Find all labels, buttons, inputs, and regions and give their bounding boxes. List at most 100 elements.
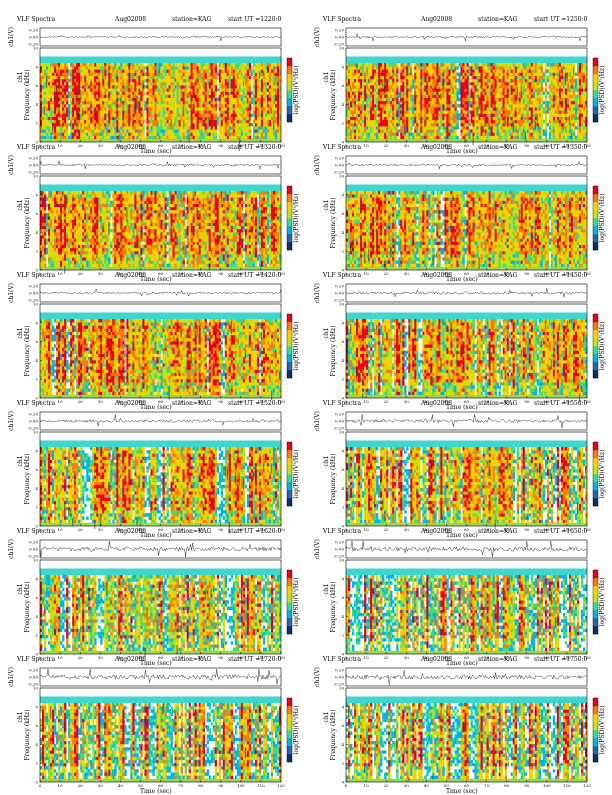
time-column	[76, 447, 78, 523]
time-column	[221, 703, 223, 770]
time-column	[269, 319, 271, 395]
time-column	[58, 191, 60, 267]
time-column	[450, 63, 452, 139]
time-column	[537, 575, 539, 651]
time-column	[104, 319, 106, 395]
time-column	[527, 447, 529, 523]
time-column	[259, 63, 261, 139]
time-column	[477, 319, 479, 395]
time-column	[96, 447, 98, 523]
time-column	[523, 191, 525, 267]
time-column	[358, 191, 360, 267]
time-column	[227, 191, 229, 267]
time-column	[561, 447, 563, 523]
time-column	[62, 191, 64, 267]
time-column	[531, 63, 533, 139]
time-column	[215, 703, 217, 779]
time-column	[418, 703, 420, 779]
waveform-tick-label: 0.00	[29, 675, 38, 680]
time-column	[197, 63, 199, 139]
time-column	[183, 319, 185, 395]
time-column	[531, 191, 533, 267]
time-column	[559, 63, 561, 139]
y-tick-label: 10	[339, 46, 345, 51]
time-column	[106, 575, 108, 651]
time-column	[156, 191, 158, 267]
colorbar-swatch	[287, 90, 292, 98]
high-frequency-band	[40, 568, 281, 575]
time-column	[483, 575, 485, 651]
time-column	[551, 191, 553, 267]
time-column	[72, 63, 74, 139]
time-column	[356, 63, 358, 139]
time-column	[175, 447, 177, 523]
channel-label: ch1	[323, 327, 330, 338]
time-column	[513, 703, 515, 779]
y-tick-label: 4	[35, 614, 38, 619]
colorbar-swatch	[593, 618, 598, 626]
time-column	[201, 63, 203, 139]
time-column	[462, 319, 464, 395]
time-column	[72, 703, 74, 779]
time-column	[144, 703, 146, 779]
time-column	[446, 703, 448, 779]
time-column	[519, 575, 521, 651]
time-column	[120, 575, 122, 651]
time-column	[215, 447, 217, 523]
time-column	[356, 191, 358, 267]
colorbar-swatch	[287, 610, 292, 618]
time-column	[66, 575, 68, 651]
time-column	[557, 447, 559, 523]
time-column	[390, 63, 392, 139]
time-column	[88, 322, 90, 392]
time-column	[225, 703, 227, 779]
time-column	[86, 319, 88, 395]
time-column	[179, 63, 181, 139]
high-frequency-band	[40, 56, 281, 63]
time-column	[541, 575, 543, 651]
time-column	[72, 575, 74, 651]
time-column	[515, 703, 517, 779]
colorbar-swatch	[593, 626, 598, 634]
time-column	[537, 63, 539, 139]
time-column	[177, 575, 179, 654]
time-column	[364, 703, 366, 779]
time-column	[207, 63, 209, 139]
time-column	[199, 191, 201, 267]
time-column	[165, 63, 167, 139]
time-column	[110, 63, 112, 139]
time-column	[58, 703, 60, 779]
time-column	[124, 191, 126, 267]
time-column	[106, 191, 108, 267]
time-column	[505, 447, 507, 523]
time-column	[501, 703, 503, 779]
colorbar-swatch	[287, 338, 292, 346]
time-column	[68, 191, 70, 267]
time-column	[408, 319, 410, 395]
time-column	[265, 63, 267, 139]
y-tick-label: 10	[339, 174, 345, 179]
time-column	[370, 63, 372, 139]
time-column	[217, 191, 219, 267]
time-column	[197, 581, 199, 651]
high-frequency-band	[346, 56, 587, 63]
waveform-line	[346, 414, 587, 428]
time-column	[116, 191, 118, 267]
time-column	[388, 319, 390, 395]
time-column	[271, 703, 273, 779]
time-column	[394, 191, 396, 267]
time-column	[209, 447, 211, 523]
time-column	[366, 63, 368, 139]
time-column	[122, 191, 124, 267]
waveform-tick-label: 0.00	[335, 291, 344, 296]
time-column	[541, 191, 543, 267]
time-column	[114, 191, 116, 267]
time-column	[148, 63, 150, 139]
time-column	[173, 63, 175, 139]
time-column	[535, 447, 537, 523]
time-column	[541, 63, 543, 139]
colorbar-swatch	[593, 106, 598, 114]
